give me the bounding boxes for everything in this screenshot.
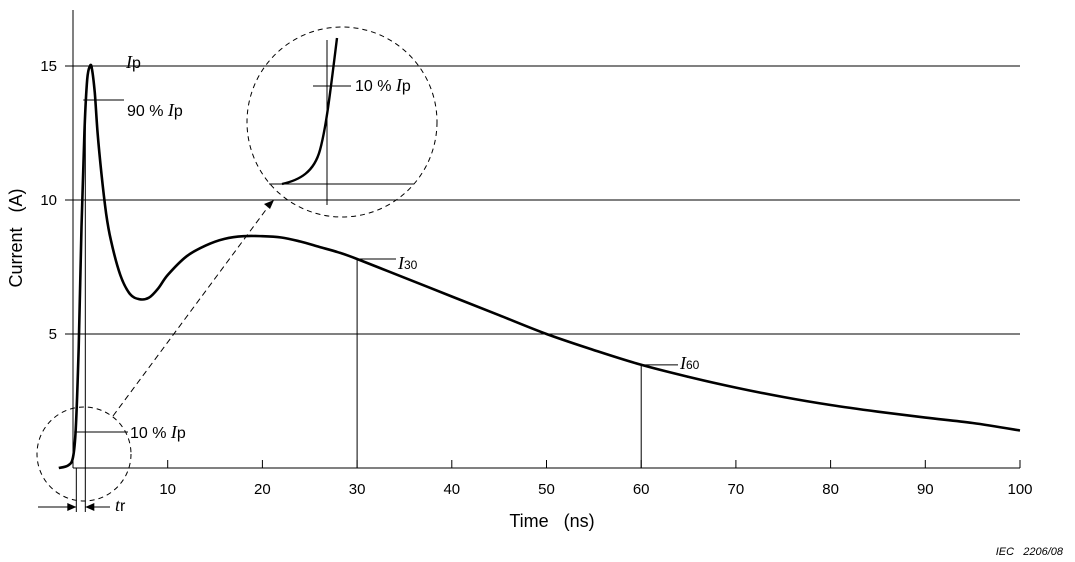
zoom-connector-line — [112, 206, 269, 417]
y-axis-title: Current (A) — [6, 188, 26, 287]
x-tick-label-50: 50 — [538, 481, 555, 498]
ip90-label: 90 % Ip — [127, 100, 183, 120]
x-tick-label-30: 30 — [349, 481, 366, 498]
small-zoom-circle — [36, 406, 132, 502]
i60-label: I60 — [679, 353, 700, 373]
axes — [72, 10, 1020, 469]
x-tick-label-70: 70 — [728, 481, 745, 498]
zoom-arrowhead — [264, 200, 274, 209]
x-tick-label-100: 100 — [1007, 481, 1032, 498]
y-tick-label-10: 10 — [40, 192, 57, 209]
y-tick-label-15: 15 — [40, 58, 57, 75]
current-waveform — [58, 63, 1021, 470]
zoom-ip10-label: 10 % Ip — [355, 75, 411, 95]
marker-lines — [38, 65, 1020, 512]
tr-arrowhead-left — [67, 503, 77, 511]
x-tick-label-80: 80 — [822, 481, 839, 498]
x-tick-label-40: 40 — [443, 481, 460, 498]
large-zoom-circle — [246, 26, 438, 218]
zoom-waveform-detail — [281, 37, 339, 186]
ip10-label: 10 % Ip — [130, 422, 186, 442]
y-ticks: 5 10 15 — [40, 58, 73, 343]
tr-label: tr — [115, 495, 126, 515]
x-tick-label-60: 60 — [633, 481, 650, 498]
x-ticks: 10 20 30 40 50 60 70 80 90 100 — [159, 460, 1033, 498]
zoom-group — [36, 26, 438, 502]
x-tick-label-20: 20 — [254, 481, 271, 498]
y-tick-label-5: 5 — [49, 326, 57, 343]
x-tick-label-90: 90 — [917, 481, 934, 498]
ip-label: Ip — [125, 52, 141, 72]
series-group — [58, 63, 1021, 470]
figure-id: IEC 2206/08 — [996, 546, 1064, 558]
x-tick-label-10: 10 — [159, 481, 176, 498]
tr-arrowhead-right — [85, 503, 95, 511]
i30-label: I30 — [397, 253, 418, 273]
x-axis-title: Time (ns) — [509, 511, 594, 531]
grid-lines — [73, 65, 1020, 335]
